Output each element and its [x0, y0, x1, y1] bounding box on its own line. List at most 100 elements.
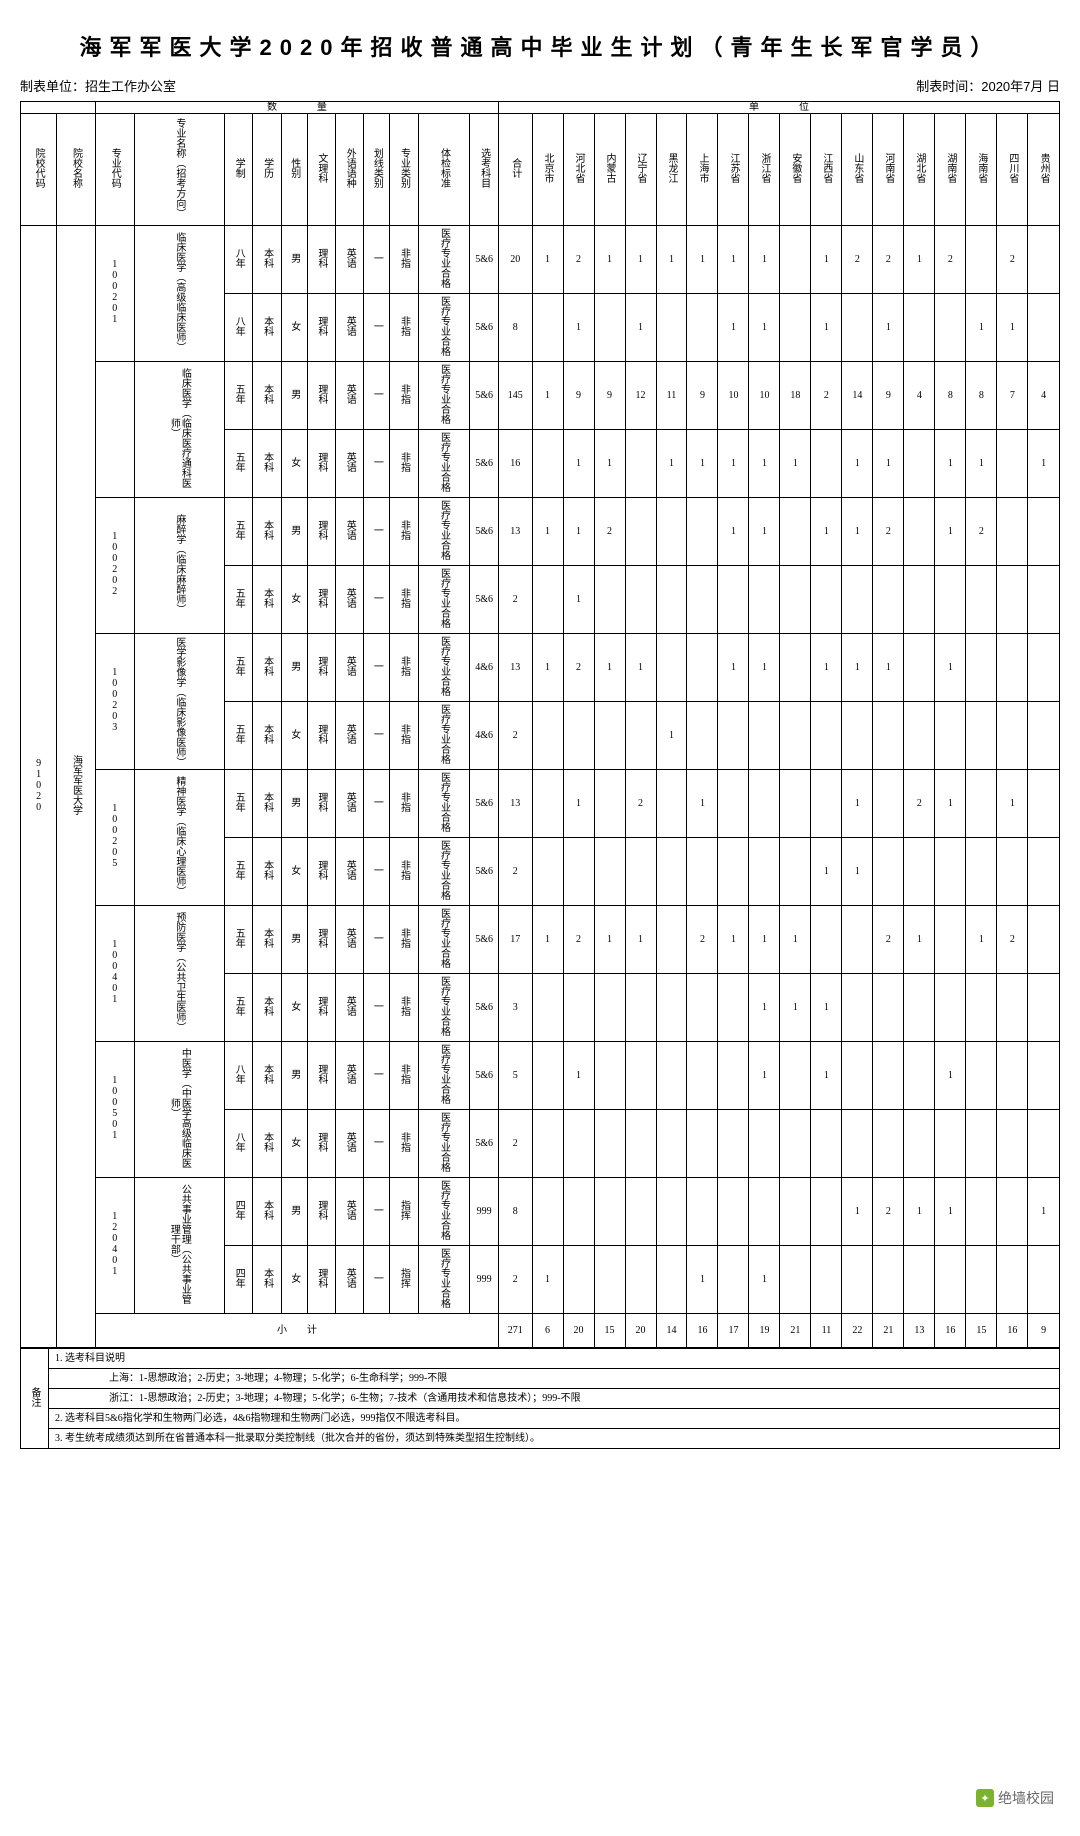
cell: 7 — [997, 362, 1028, 430]
cell: 1 — [966, 906, 997, 974]
cell — [935, 294, 966, 362]
cell — [966, 702, 997, 770]
cell: 1 — [625, 634, 656, 702]
cell: 一 — [364, 430, 390, 498]
cell: 非指 — [390, 226, 418, 294]
cell: 13 — [904, 1314, 935, 1348]
cell: 理科 — [307, 1042, 335, 1110]
cell: 男 — [281, 226, 307, 294]
cell: 9 — [1028, 1314, 1060, 1348]
cell — [966, 1042, 997, 1110]
cell: 1 — [594, 634, 625, 702]
cell: 2 — [563, 226, 594, 294]
cell: 5&6 — [470, 906, 499, 974]
cell — [687, 1042, 718, 1110]
cell: 1 — [811, 838, 842, 906]
cell — [563, 1110, 594, 1178]
cell: 5&6 — [470, 770, 499, 838]
hdr-school-name: 院校名称 — [71, 146, 82, 190]
cell — [966, 1178, 997, 1246]
cell: 一 — [364, 226, 390, 294]
cell — [904, 1246, 935, 1314]
cell: 2 — [498, 1246, 532, 1314]
cell — [811, 430, 842, 498]
cell: 非指 — [390, 770, 418, 838]
cell: 八年 — [225, 1042, 253, 1110]
cell — [1028, 498, 1060, 566]
cell: 英语 — [336, 498, 364, 566]
cell: 2 — [811, 362, 842, 430]
cell: 1 — [935, 634, 966, 702]
cell: 1 — [718, 430, 749, 498]
cell: 一 — [364, 362, 390, 430]
cell: 英语 — [336, 634, 364, 702]
cell: 18 — [780, 362, 811, 430]
cell: 17 — [498, 906, 532, 974]
cell: 理科 — [307, 430, 335, 498]
cell: 1 — [532, 362, 563, 430]
cell — [1028, 770, 1060, 838]
cell — [780, 498, 811, 566]
cell — [656, 1110, 687, 1178]
cell: 1 — [749, 430, 780, 498]
hdr-phys: 体检标准 — [439, 146, 450, 190]
cell: 1 — [749, 498, 780, 566]
hdr-prov: 江西省 — [821, 151, 832, 185]
cell — [1028, 634, 1060, 702]
hdr-quantity: 数 量 — [95, 102, 498, 114]
cell: 医疗专业合格 — [418, 974, 470, 1042]
cell — [656, 974, 687, 1042]
cell — [997, 974, 1028, 1042]
cell: 1 — [842, 770, 873, 838]
cell — [656, 1178, 687, 1246]
cell: 理科 — [307, 226, 335, 294]
cell: 医疗专业合格 — [418, 226, 470, 294]
cell: 1 — [811, 974, 842, 1042]
cell — [842, 294, 873, 362]
cell: 2 — [873, 498, 904, 566]
cell: 八年 — [225, 1110, 253, 1178]
cell — [718, 566, 749, 634]
cell — [873, 1042, 904, 1110]
cell — [1028, 1246, 1060, 1314]
subtotal-row: 小 计27162015201416171921112221131615169 — [21, 1314, 1060, 1348]
cell: 本科 — [253, 430, 281, 498]
cell: 理科 — [307, 702, 335, 770]
cell: 1 — [997, 294, 1028, 362]
cell: 2 — [997, 906, 1028, 974]
cell: 1 — [749, 634, 780, 702]
cell: 1 — [625, 294, 656, 362]
note-line: 3. 考生统考成绩须达到所在省普通本科一批录取分类控制线（批次合并的省份，须达到… — [49, 1429, 1060, 1449]
hdr-prov: 辽宁省 — [635, 151, 646, 185]
cell: 非指 — [390, 1110, 418, 1178]
cell — [997, 838, 1028, 906]
cell: 1 — [687, 1246, 718, 1314]
cell: 八年 — [225, 226, 253, 294]
cell — [904, 294, 935, 362]
cell: 五年 — [225, 566, 253, 634]
cell — [532, 838, 563, 906]
cell: 9 — [563, 362, 594, 430]
cell: 理科 — [307, 362, 335, 430]
cell: 1 — [718, 294, 749, 362]
cell — [532, 1110, 563, 1178]
cell: 1 — [563, 294, 594, 362]
cell — [656, 906, 687, 974]
cell: 1 — [625, 226, 656, 294]
cell — [718, 1042, 749, 1110]
cell — [873, 1246, 904, 1314]
cell — [811, 1110, 842, 1178]
cell: 999 — [470, 1178, 499, 1246]
cell: 英语 — [336, 974, 364, 1042]
cell: 1 — [594, 226, 625, 294]
cell — [904, 430, 935, 498]
table-body: 91020海军军医大学100201临床医学（高级临床医师）八年本科男理科英语一非… — [21, 226, 1060, 1348]
cell: 1 — [656, 702, 687, 770]
cell: 1 — [904, 226, 935, 294]
cell: 四年 — [225, 1178, 253, 1246]
cell: 9 — [687, 362, 718, 430]
cell: 英语 — [336, 906, 364, 974]
hdr-wlk: 文理科 — [316, 151, 327, 185]
note-line: 1. 选考科目说明 — [49, 1349, 1060, 1369]
cell: 1 — [842, 634, 873, 702]
